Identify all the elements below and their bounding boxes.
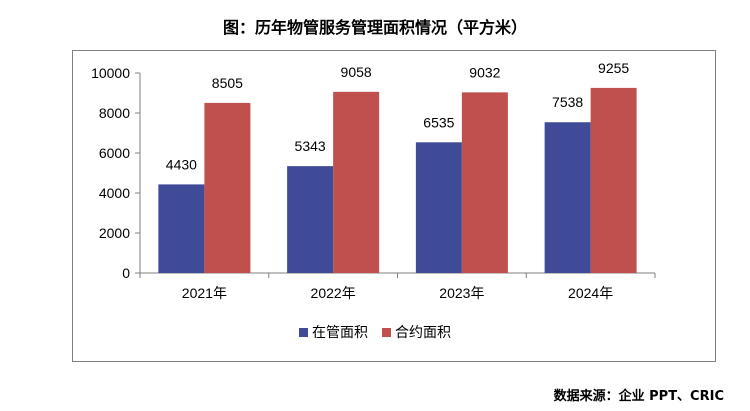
data-label: 5343 bbox=[295, 138, 326, 154]
x-axis: 2021年 2022年 2023年 2024年 bbox=[139, 272, 656, 301]
x-tick-label: 2022年 bbox=[311, 285, 356, 301]
legend-label-in-service: 在管面积 bbox=[312, 325, 368, 341]
bar-contracted bbox=[204, 102, 251, 274]
legend-item-in-service: 在管面积 bbox=[299, 322, 368, 342]
bar-contracted bbox=[590, 87, 637, 274]
legend-item-contracted: 合约面积 bbox=[382, 322, 451, 342]
bar-in-service bbox=[158, 184, 205, 273]
legend-label-contracted: 合约面积 bbox=[395, 325, 451, 341]
y-axis: 0 2000 4000 6000 8000 10000 bbox=[91, 65, 141, 281]
x-tick-label: 2023年 bbox=[439, 285, 484, 301]
y-tick-label: 6000 bbox=[99, 145, 130, 161]
y-tick-label: 8000 bbox=[99, 105, 130, 121]
legend-swatch-contracted bbox=[382, 327, 391, 337]
data-label: 9032 bbox=[469, 64, 500, 80]
y-tick-label: 2000 bbox=[99, 225, 130, 241]
bars bbox=[158, 87, 637, 274]
bar-in-service bbox=[544, 122, 591, 274]
y-tick-label: 4000 bbox=[99, 185, 130, 201]
data-label: 4430 bbox=[166, 156, 197, 172]
legend: 在管面积 合约面积 bbox=[0, 322, 750, 342]
data-labels: 4430 8505 5343 9058 6535 9032 7538 9255 bbox=[166, 60, 630, 172]
data-label: 9255 bbox=[598, 60, 629, 76]
data-label: 7538 bbox=[552, 94, 583, 110]
bar-in-service bbox=[415, 142, 462, 273]
bar-contracted bbox=[461, 92, 508, 273]
x-tick-label: 2021年 bbox=[182, 285, 227, 301]
bar-in-service bbox=[287, 166, 334, 273]
data-label: 8505 bbox=[212, 75, 243, 91]
y-tick-label: 10000 bbox=[91, 65, 130, 81]
source-note: 数据来源：企业 PPT、CRIC bbox=[553, 389, 724, 404]
chart-title: 图：历年物管服务管理面积情况（平方米） bbox=[222, 18, 527, 37]
y-tick-label: 0 bbox=[122, 265, 130, 281]
legend-swatch-in-service bbox=[299, 327, 308, 337]
data-label: 6535 bbox=[423, 114, 454, 130]
data-label: 9058 bbox=[341, 64, 372, 80]
x-tick-label: 2024年 bbox=[568, 285, 613, 301]
bar-contracted bbox=[333, 91, 380, 273]
